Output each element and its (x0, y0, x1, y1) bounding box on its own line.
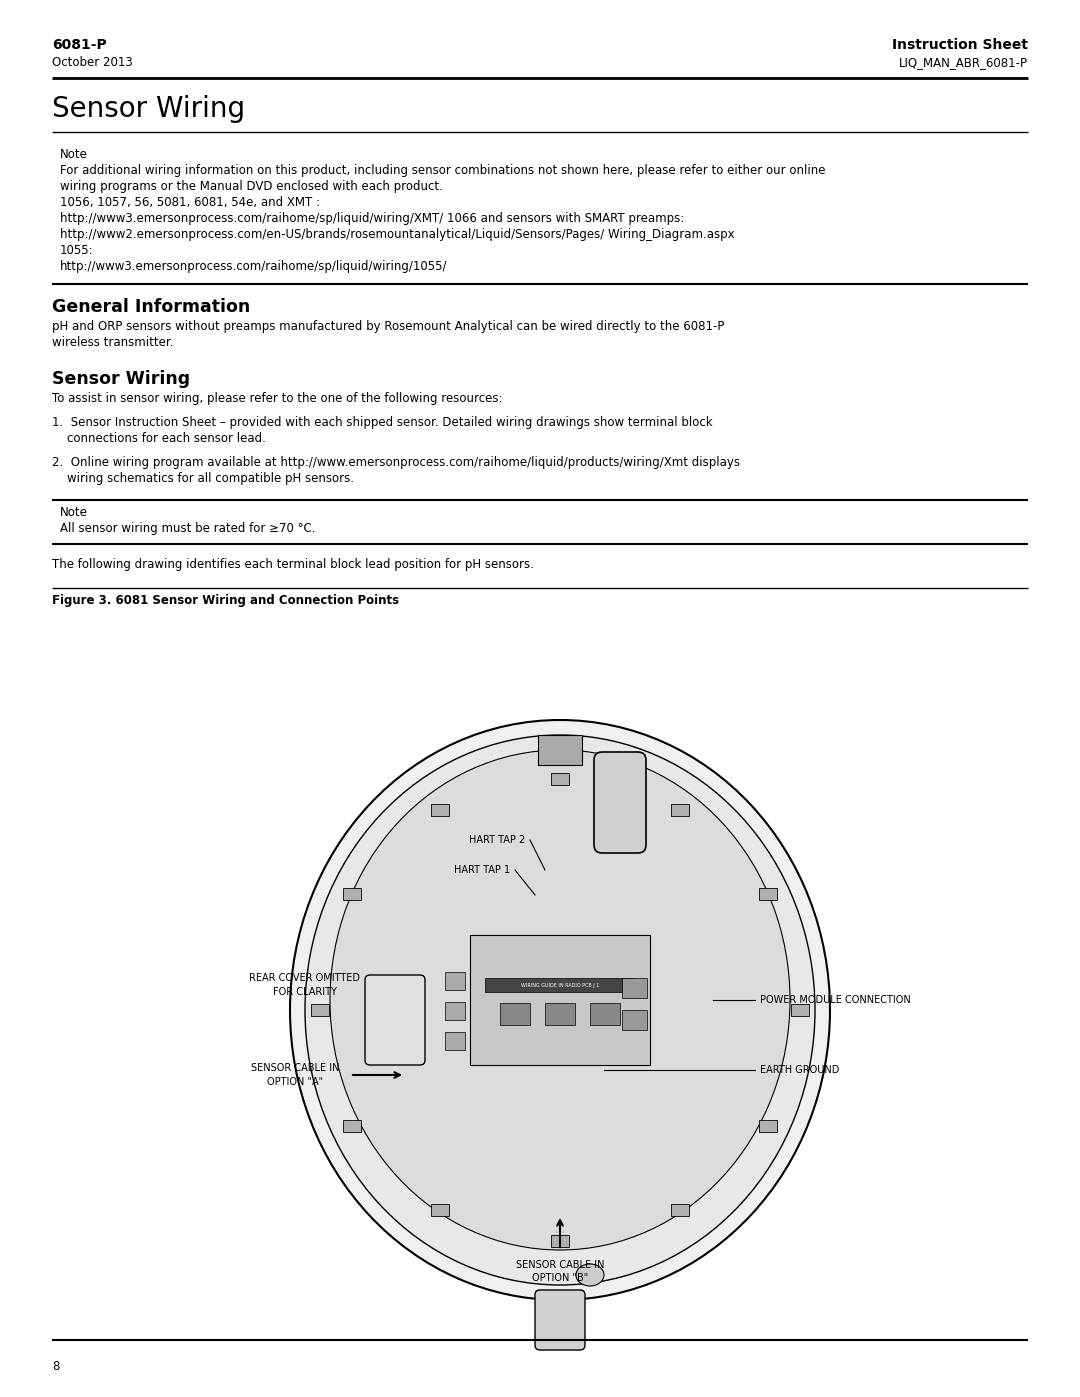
Text: Figure 3. 6081 Sensor Wiring and Connection Points: Figure 3. 6081 Sensor Wiring and Connect… (52, 594, 400, 608)
Bar (551, 773, 569, 785)
Bar (551, 1235, 569, 1248)
Text: connections for each sensor lead.: connections for each sensor lead. (52, 432, 266, 446)
Text: 1055:: 1055: (60, 244, 94, 257)
Text: General Information: General Information (52, 298, 251, 316)
Bar (431, 1204, 449, 1217)
Text: Instruction Sheet: Instruction Sheet (892, 38, 1028, 52)
Bar (500, 1003, 530, 1025)
Bar (671, 1204, 689, 1217)
Text: 2.  Online wiring program available at http://www.emersonprocess.com/raihome/liq: 2. Online wiring program available at ht… (52, 455, 740, 469)
Bar (759, 1119, 777, 1132)
Text: Note: Note (60, 506, 87, 520)
Text: POWER MODULE CONNECTION: POWER MODULE CONNECTION (760, 995, 910, 1004)
FancyBboxPatch shape (535, 1289, 585, 1350)
Text: wiring programs or the Manual DVD enclosed with each product.: wiring programs or the Manual DVD enclos… (60, 180, 443, 193)
Bar (538, 735, 582, 766)
Text: REAR COVER OMITTED
FOR CLARITY: REAR COVER OMITTED FOR CLARITY (249, 974, 360, 996)
Bar (759, 888, 777, 901)
Text: The following drawing identifies each terminal block lead position for pH sensor: The following drawing identifies each te… (52, 557, 534, 571)
Text: Note: Note (60, 148, 87, 161)
Text: 1056, 1057, 56, 5081, 6081, 54e, and XMT :: 1056, 1057, 56, 5081, 6081, 54e, and XMT… (60, 196, 320, 210)
Text: Sensor Wiring: Sensor Wiring (52, 370, 190, 388)
Text: For additional wiring information on this product, including sensor combinations: For additional wiring information on thi… (60, 163, 825, 177)
Bar (470, 935, 650, 1065)
Text: http://www3.emersonprocess.com/raihome/sp/liquid/wiring/1055/: http://www3.emersonprocess.com/raihome/s… (60, 260, 447, 272)
Text: HART TAP 2: HART TAP 2 (469, 835, 525, 845)
Bar (545, 1003, 575, 1025)
Bar (671, 803, 689, 816)
FancyBboxPatch shape (594, 752, 646, 854)
Text: 6081-P: 6081-P (52, 38, 107, 52)
Bar (445, 972, 465, 990)
Bar (791, 1004, 809, 1016)
Text: October 2013: October 2013 (52, 56, 133, 68)
FancyBboxPatch shape (365, 975, 426, 1065)
Bar (343, 888, 361, 901)
Bar (343, 1119, 361, 1132)
Bar (431, 803, 449, 816)
Text: pH and ORP sensors without preamps manufactured by Rosemount Analytical can be w: pH and ORP sensors without preamps manuf… (52, 320, 725, 332)
Text: HART TAP 1: HART TAP 1 (454, 865, 510, 875)
Text: LIQ_MAN_ABR_6081-P: LIQ_MAN_ABR_6081-P (899, 56, 1028, 68)
Bar (445, 1032, 465, 1051)
Ellipse shape (305, 735, 815, 1285)
Bar (622, 978, 647, 997)
Text: http://www3.emersonprocess.com/raihome/sp/liquid/wiring/XMT/ 1066 and sensors wi: http://www3.emersonprocess.com/raihome/s… (60, 212, 685, 225)
Bar (485, 978, 635, 992)
Text: wireless transmitter.: wireless transmitter. (52, 337, 174, 349)
Ellipse shape (330, 750, 789, 1250)
Text: WIRING GUIDE IN RADIO PCB J 1: WIRING GUIDE IN RADIO PCB J 1 (521, 982, 599, 988)
Ellipse shape (576, 1264, 604, 1287)
Text: http://www2.emersonprocess.com/en-US/brands/rosemountanalytical/Liquid/Sensors/P: http://www2.emersonprocess.com/en-US/bra… (60, 228, 734, 242)
Text: EARTH GROUND: EARTH GROUND (760, 1065, 839, 1076)
Bar (311, 1004, 329, 1016)
Bar (622, 1010, 647, 1030)
Text: 8: 8 (52, 1361, 59, 1373)
Bar (445, 1002, 465, 1020)
Text: Sensor Wiring: Sensor Wiring (52, 95, 245, 123)
Text: All sensor wiring must be rated for ≥70 °C.: All sensor wiring must be rated for ≥70 … (60, 522, 315, 535)
Text: To assist in sensor wiring, please refer to the one of the following resources:: To assist in sensor wiring, please refer… (52, 393, 502, 405)
Text: wiring schematics for all compatible pH sensors.: wiring schematics for all compatible pH … (52, 472, 354, 485)
Text: 1.  Sensor Instruction Sheet – provided with each shipped sensor. Detailed wirin: 1. Sensor Instruction Sheet – provided w… (52, 416, 713, 429)
Text: SENSOR CABLE IN
OPTION "A": SENSOR CABLE IN OPTION "A" (251, 1063, 339, 1087)
Text: SENSOR CABLE IN
OPTION "B": SENSOR CABLE IN OPTION "B" (516, 1260, 604, 1284)
Bar (590, 1003, 620, 1025)
Ellipse shape (291, 719, 831, 1301)
